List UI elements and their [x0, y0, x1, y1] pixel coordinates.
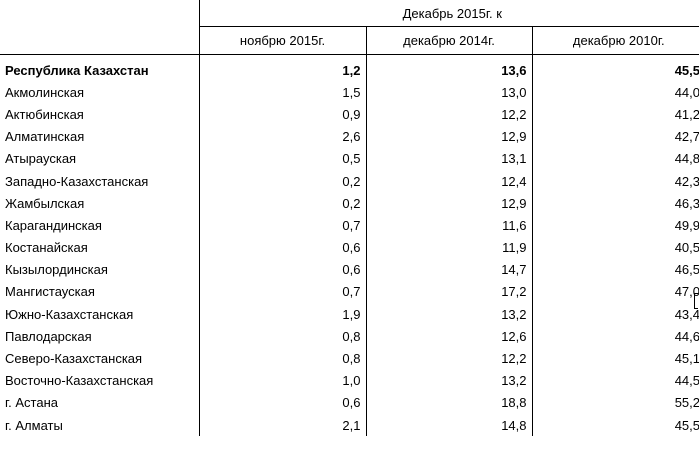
region-cell: г. Астана — [0, 391, 200, 414]
value-cell-dec2010: 43,4 — [674, 306, 699, 322]
header-row-columns: ноябрю 2015г. декабрю 2014г. декабрю 201… — [0, 26, 699, 55]
table-row: Южно-Казахстанская 1,9 13,2 43,4 — [0, 303, 699, 326]
value-cell-dec2010: 46,5 — [674, 262, 699, 278]
table-row: Мангистауская 0,7 17,2 47,0 — [0, 280, 699, 304]
table-row: Северо-Казахстанская 0,8 12,2 45,1 — [0, 347, 699, 370]
region-cell: Южно-Казахстанская — [0, 303, 200, 326]
table-row-total: Республика Казахстан 1,2 13,6 45,5 — [0, 54, 699, 82]
group-header: Декабрь 2015г. к — [199, 0, 699, 27]
region-cell: Актюбинская — [0, 103, 200, 126]
value-cell-dec2014: 12,4 — [366, 169, 533, 193]
value-cell-nov2015: 0,7 — [199, 280, 367, 304]
table-row: Восточно-Казахстанская 1,0 13,2 44,5 — [0, 369, 699, 392]
region-cell: Павлодарская — [0, 325, 200, 348]
region-cell: г. Алматы — [0, 414, 200, 437]
column-header-dec2014: декабрю 2014г. — [366, 26, 533, 55]
region-cell: Северо-Казахстанская — [0, 347, 200, 370]
table-row: Актюбинская 0,9 12,2 41,2 — [0, 103, 699, 126]
value-cell-dec2010: 49,9 — [674, 217, 699, 233]
value-cell-dec2014: 11,6 — [366, 214, 533, 237]
value-cell-dec2014: 13,2 — [366, 369, 533, 392]
table-row: Западно-Казахстанская 0,2 12,4 42,3 — [0, 169, 699, 193]
value-cell-nov2015: 0,2 — [199, 192, 367, 215]
table-row: г. Алматы 2,1 14,8 45,5 — [0, 414, 699, 437]
value-cell-dec2010: 55,2 — [674, 395, 699, 411]
value-cell-nov2015: 0,7 — [199, 214, 367, 237]
value-cell-dec2014: 14,7 — [366, 258, 533, 281]
value-cell-dec2014: 12,2 — [366, 347, 533, 370]
region-cell: Республика Казахстан — [0, 54, 200, 82]
table-row: Жамбылская 0,2 12,9 46,3 — [0, 192, 699, 215]
region-cell: Костанайская — [0, 236, 200, 259]
table-row: Атырауская 0,5 13,1 44,8 — [0, 147, 699, 170]
value-cell-dec2010: 47,0 — [674, 284, 699, 300]
region-cell: Западно-Казахстанская — [0, 169, 200, 193]
value-cell-dec2014: 12,9 — [366, 125, 533, 148]
value-cell-dec2010: 45,1 — [674, 351, 699, 367]
table-row: Павлодарская 0,8 12,6 44,6 — [0, 325, 699, 348]
value-cell-nov2015: 0,6 — [199, 236, 367, 259]
value-cell-dec2014: 12,2 — [366, 103, 533, 126]
value-cell-dec2014: 12,9 — [366, 192, 533, 215]
value-cell-nov2015: 1,5 — [199, 81, 367, 104]
region-cell: Кызылординская — [0, 258, 200, 281]
region-cell: Жамбылская — [0, 192, 200, 215]
value-cell-dec2010: 44,0 — [674, 84, 699, 100]
value-cell-nov2015: 2,1 — [199, 414, 367, 437]
value-cell-nov2015: 0,6 — [199, 258, 367, 281]
value-cell-dec2014: 13,2 — [366, 303, 533, 326]
region-cell: Атырауская — [0, 147, 200, 170]
value-cell-dec2010: 45,5 — [674, 62, 699, 78]
value-cell-dec2010: 40,5 — [674, 240, 699, 256]
header-blank-cell — [0, 26, 200, 55]
table-row: Алматинская 2,6 12,9 42,7 — [0, 125, 699, 148]
value-cell-dec2010: 45,5 — [674, 417, 699, 433]
table-row: г. Астана 0,6 18,8 55,2 — [0, 391, 699, 414]
table-row: Кызылординская 0,6 14,7 46,5 — [0, 258, 699, 281]
value-cell-nov2015: 0,8 — [199, 325, 367, 348]
column-header-dec2010: декабрю 2010г. — [532, 26, 699, 55]
region-cell: Алматинская — [0, 125, 200, 148]
value-cell-dec2014: 12,6 — [366, 325, 533, 348]
region-cell: Карагандинская — [0, 214, 200, 237]
value-cell-nov2015: 1,0 — [199, 369, 367, 392]
value-cell-dec2010: 42,3 — [674, 173, 699, 189]
value-cell-dec2014: 14,8 — [366, 414, 533, 437]
value-cell-nov2015: 0,5 — [199, 147, 367, 170]
region-cell: Акмолинская — [0, 81, 200, 104]
value-cell-nov2015: 1,2 — [199, 54, 367, 82]
index-table: Декабрь 2015г. к ноябрю 2015г. декабрю 2… — [0, 0, 699, 437]
value-cell-dec2014: 13,6 — [366, 54, 533, 82]
value-cell-dec2014: 17,2 — [366, 280, 533, 304]
column-header-nov2015: ноябрю 2015г. — [199, 26, 367, 55]
value-cell-dec2010: 46,3 — [674, 195, 699, 211]
value-cell-dec2014: 11,9 — [366, 236, 533, 259]
header-blank-cell — [0, 0, 200, 27]
value-cell-dec2010: 44,6 — [674, 328, 699, 344]
table-row: Акмолинская 1,5 13,0 44,0 — [0, 81, 699, 104]
cell-marker — [694, 293, 698, 309]
value-cell-nov2015: 0,6 — [199, 391, 367, 414]
value-cell-dec2014: 13,0 — [366, 81, 533, 104]
region-cell: Мангистауская — [0, 280, 200, 304]
value-cell-dec2010: 44,8 — [674, 151, 699, 167]
header-row-group: Декабрь 2015г. к — [0, 0, 699, 27]
value-cell-nov2015: 1,9 — [199, 303, 367, 326]
value-cell-dec2014: 13,1 — [366, 147, 533, 170]
table-row: Костанайская 0,6 11,9 40,5 — [0, 236, 699, 259]
value-cell-dec2014: 18,8 — [366, 391, 533, 414]
value-cell-nov2015: 0,2 — [199, 169, 367, 193]
value-cell-dec2010: 42,7 — [674, 129, 699, 145]
value-cell-dec2010: 44,5 — [674, 373, 699, 389]
region-cell: Восточно-Казахстанская — [0, 369, 200, 392]
value-cell-dec2010: 41,2 — [674, 106, 699, 122]
value-cell-nov2015: 0,8 — [199, 347, 367, 370]
value-cell-nov2015: 2,6 — [199, 125, 367, 148]
table-row: Карагандинская 0,7 11,6 49,9 — [0, 214, 699, 237]
value-cell-nov2015: 0,9 — [199, 103, 367, 126]
